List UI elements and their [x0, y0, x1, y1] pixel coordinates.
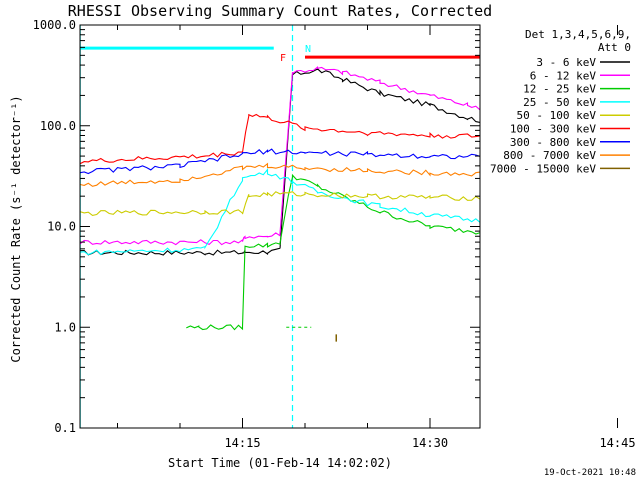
legend-label-8: 7000 - 15000 keV	[490, 162, 596, 175]
flag-label-N-2: N	[305, 44, 311, 55]
plot-area: FNS	[80, 25, 480, 428]
y-axis-label: Corrected Count Rate (s⁻¹ detector⁻¹)	[9, 95, 23, 362]
series-line-2	[186, 173, 480, 331]
y-tick-label-3: 100.0	[40, 119, 76, 133]
legend-header-detectors: Det 1,3,4,5,6,9,	[525, 28, 631, 41]
series-line-4	[80, 191, 480, 216]
legend-label-7: 800 - 7000 keV	[503, 149, 596, 162]
axes: 0.11.010.0100.01000.014:1514:3014:4515:0…	[33, 18, 636, 450]
x-tick-label-2: 14:45	[599, 436, 635, 450]
y-tick-label-4: 1000.0	[33, 18, 76, 32]
series-line-5	[80, 113, 480, 165]
legend-label-1: 6 - 12 keV	[530, 69, 597, 82]
legend-label-2: 12 - 25 keV	[523, 83, 596, 96]
series-line-6	[80, 148, 480, 175]
plot-content: FNS	[80, 25, 480, 428]
legend-label-6: 300 - 800 keV	[510, 136, 596, 149]
legend-label-0: 3 - 6 keV	[536, 56, 596, 69]
flag-label-F-0: F	[280, 53, 286, 64]
x-tick-label-1: 14:30	[412, 436, 448, 450]
series-line-0	[80, 67, 480, 256]
y-tick-label-1: 1.0	[54, 320, 76, 334]
legend-label-3: 25 - 50 keV	[523, 96, 596, 109]
x-tick-label-0: 14:15	[224, 436, 260, 450]
series-line-3	[80, 167, 480, 256]
legend-header-attenuator: Att 0	[598, 41, 631, 54]
chart-title: RHESSI Observing Summary Count Rates, Co…	[68, 2, 492, 20]
legend-label-5: 100 - 300 keV	[510, 123, 596, 136]
series-line-7	[80, 162, 480, 187]
legend-label-4: 50 - 100 keV	[517, 109, 597, 122]
generation-timestamp: 19-Oct-2021 10:48	[544, 468, 636, 478]
y-tick-label-2: 10.0	[47, 220, 76, 234]
y-tick-label-0: 0.1	[54, 421, 76, 435]
x-axis-label: Start Time (01-Feb-14 14:02:02)	[168, 456, 392, 470]
series-line-1	[80, 65, 480, 246]
